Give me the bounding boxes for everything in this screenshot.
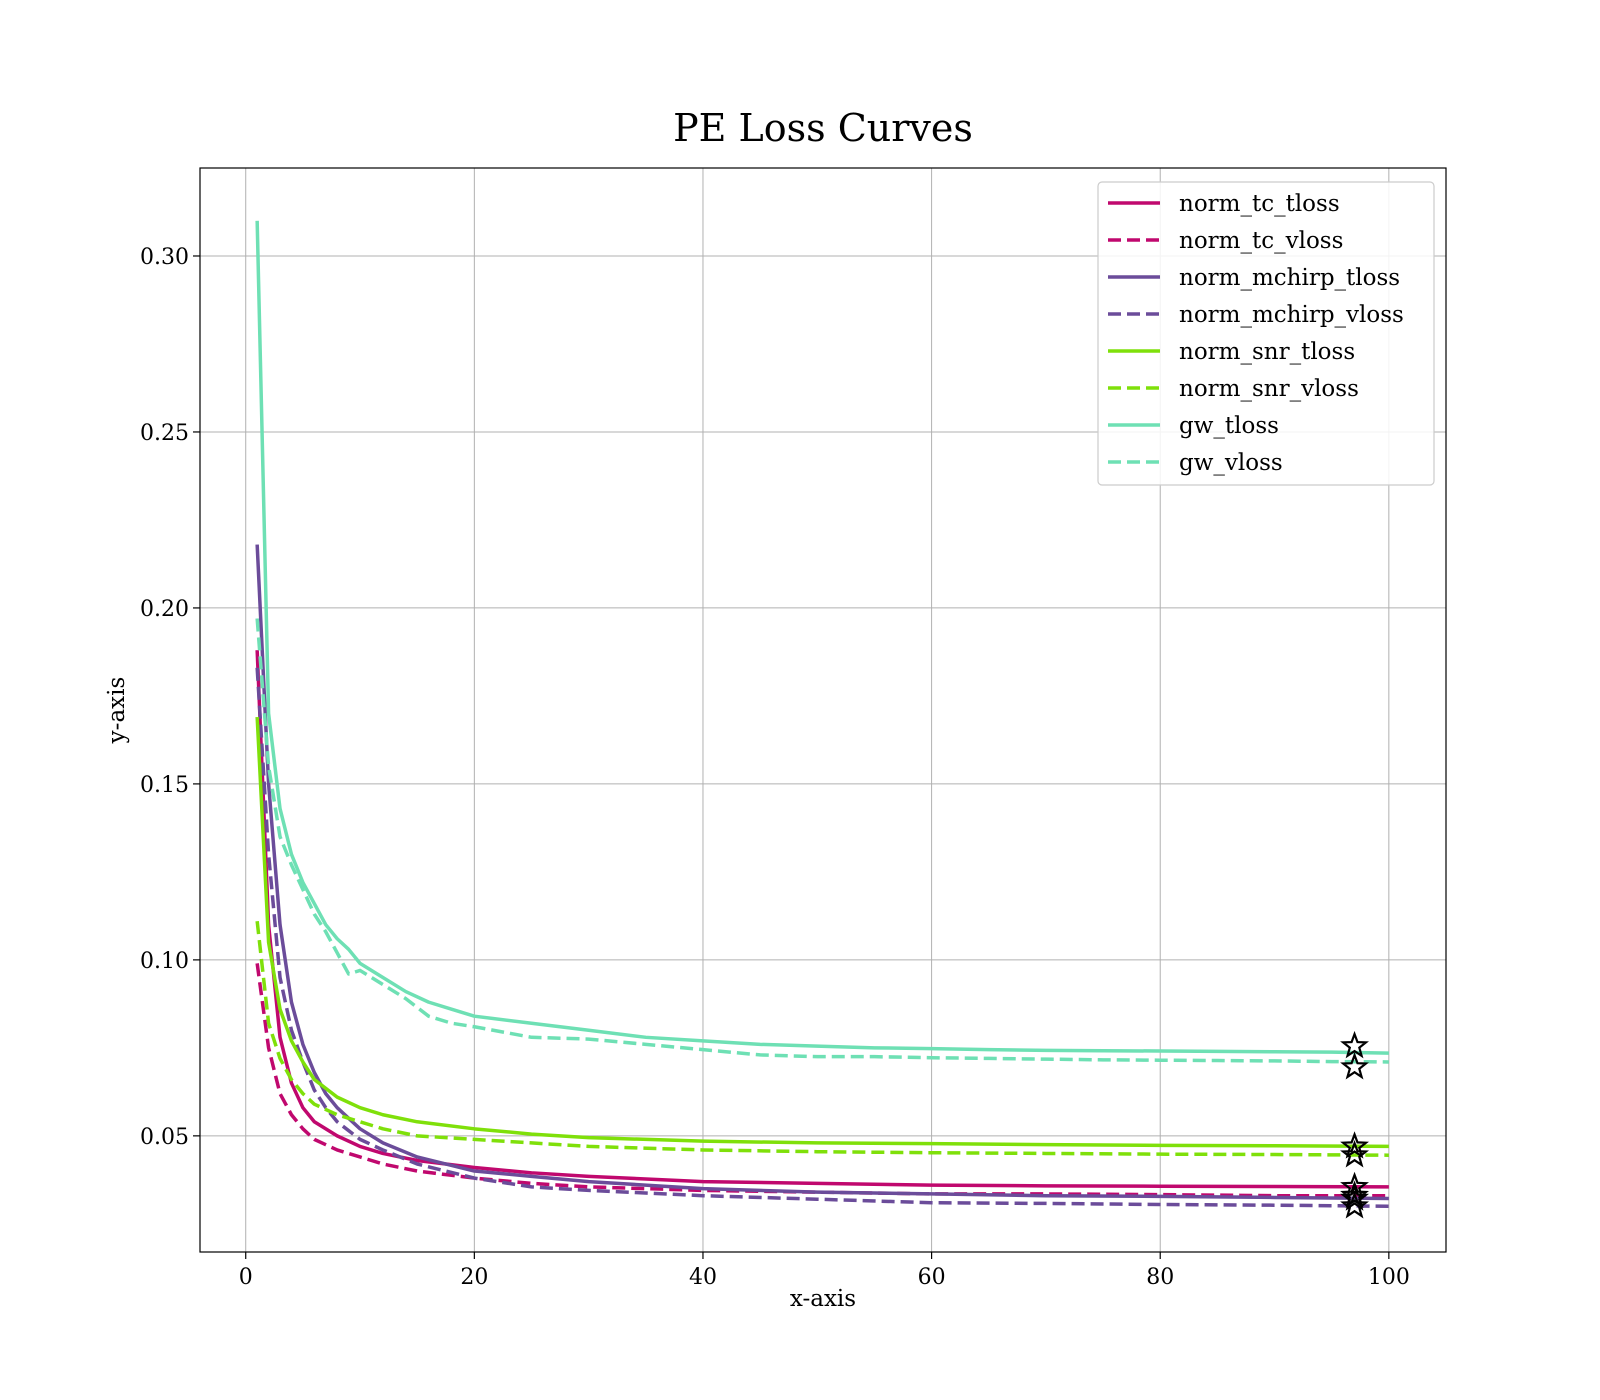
legend-label-norm_tc_vloss: norm_tc_vloss: [1179, 228, 1343, 254]
legend-label-gw_tloss: gw_tloss: [1179, 413, 1279, 439]
series-line-gw_vloss: [255, 618, 1389, 1064]
y-tick-label-0: 0.05: [140, 1125, 189, 1150]
series-line-gw_tloss: [255, 220, 1389, 1055]
min-loss-star-marker-2: [1340, 1183, 1369, 1211]
series-line-norm_snr_vloss: [255, 920, 1389, 1157]
series-line-norm_mchirp_vloss: [255, 667, 1389, 1208]
series-line-norm_snr_tloss: [255, 716, 1389, 1149]
plot-frame: [199, 167, 1447, 1253]
y-tick-label-4: 0.25: [140, 421, 189, 446]
legend-label-norm_tc_tloss: norm_tc_tloss: [1179, 191, 1340, 217]
legend-label-gw_vloss: gw_vloss: [1179, 450, 1283, 476]
min-loss-star-marker-7: [1340, 1052, 1369, 1080]
marker-layer: [1340, 1030, 1369, 1219]
axes-layer: [199, 167, 1447, 1253]
x-tick-label-0: 0: [239, 1265, 253, 1290]
legend-label-norm_snr_vloss: norm_snr_vloss: [1179, 376, 1359, 402]
x-tick-label-3: 60: [918, 1265, 946, 1290]
series-line-norm_tc_vloss: [255, 963, 1389, 1198]
x-tick-label-1: 20: [460, 1265, 488, 1290]
series-line-norm_mchirp_tloss: [255, 544, 1389, 1201]
min-loss-star-marker-3: [1340, 1191, 1369, 1219]
y-axis-title: y-axis: [104, 677, 130, 745]
legend-label-norm_snr_tloss: norm_snr_tloss: [1179, 339, 1355, 365]
legend: norm_tc_tloss norm_tc_vloss norm_mchirp_tl…: [1097, 181, 1435, 486]
y-tick-label-1: 0.10: [140, 949, 189, 974]
x-axis-title: x-axis: [790, 1286, 856, 1312]
y-tick-label-3: 0.20: [140, 597, 189, 622]
min-loss-star-marker-1: [1340, 1180, 1369, 1208]
min-loss-star-marker-6: [1340, 1030, 1369, 1059]
x-tick-label-4: 80: [1146, 1265, 1174, 1290]
series-layer: [255, 220, 1389, 1208]
ticks-layer: 0 20 40 60 80 100 0.05 0.10 0.15 0.20 0.25 0.30: [140, 245, 1410, 1290]
min-loss-star-marker-5: [1340, 1140, 1369, 1168]
legend-label-norm_mchirp_vloss: norm_mchirp_vloss: [1179, 302, 1404, 328]
x-tick-label-5: 100: [1368, 1265, 1410, 1290]
legend-label-norm_mchirp_tloss: norm_mchirp_tloss: [1179, 265, 1400, 291]
x-tick-label-2: 40: [689, 1265, 717, 1290]
y-tick-label-2: 0.15: [140, 773, 189, 798]
y-tick-label-5: 0.30: [140, 245, 189, 270]
series-line-norm_tc_tloss: [255, 650, 1389, 1189]
min-loss-star-marker-4: [1340, 1131, 1369, 1159]
legend-box: [1097, 181, 1435, 486]
chart-title: PE Loss Curves: [673, 106, 973, 150]
